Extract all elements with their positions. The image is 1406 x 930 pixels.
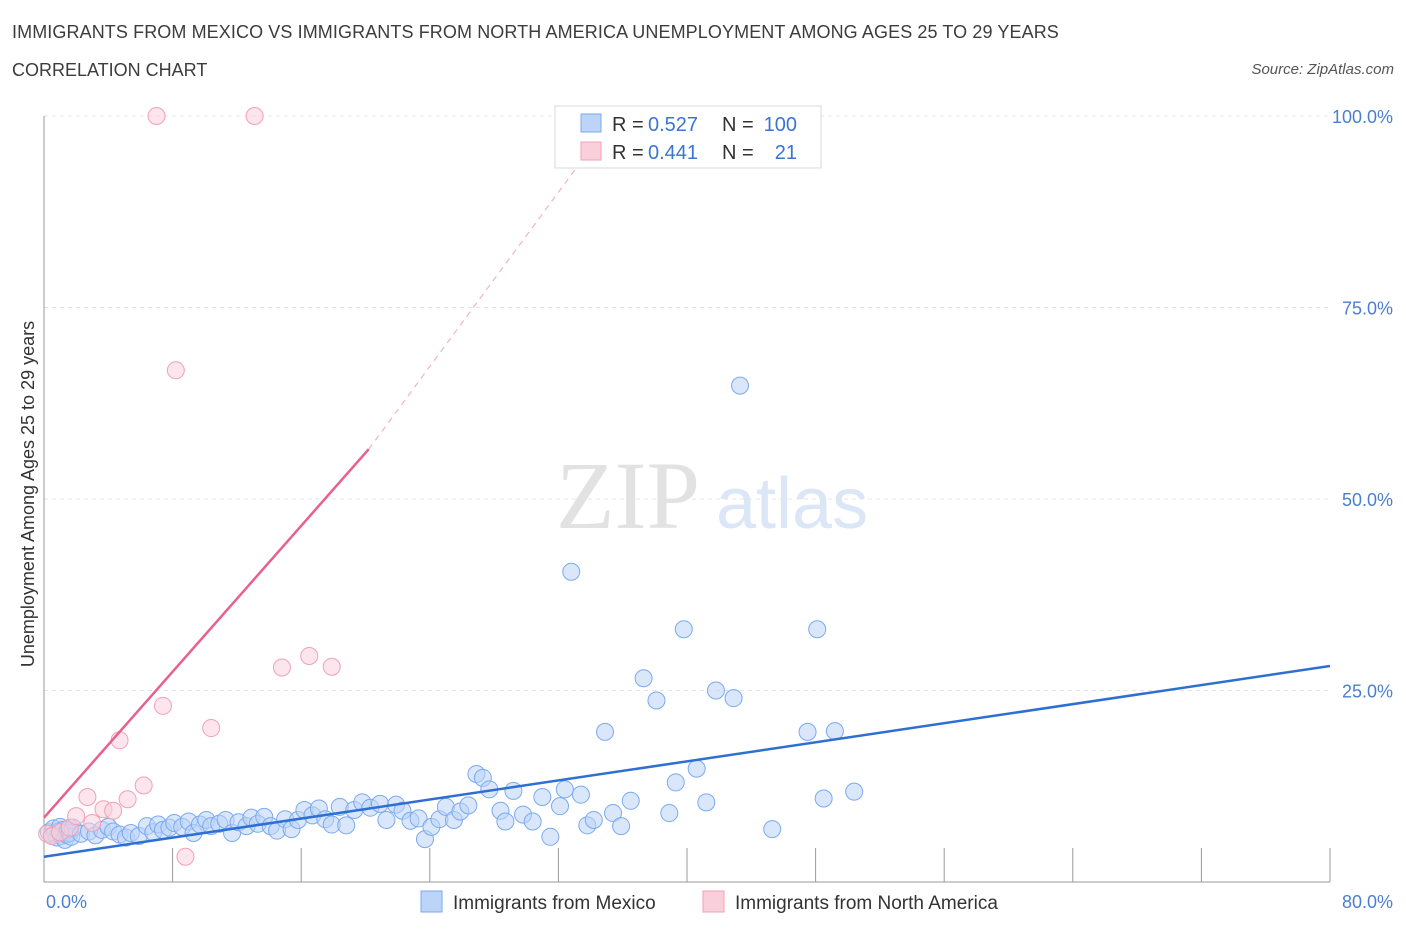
point-mexico-77 <box>496 812 515 831</box>
point-north-america-13 <box>166 361 185 380</box>
series-legend-swatch-mexico <box>420 890 443 913</box>
grid-lines <box>44 115 1330 691</box>
point-mexico-95 <box>660 804 679 823</box>
point-mexico-89 <box>596 722 615 741</box>
chart-subtitle: CORRELATION CHART <box>12 60 208 80</box>
point-north-america-15 <box>147 107 166 125</box>
point-mexico-84 <box>555 780 574 799</box>
legend-r-value-north-america: 0.441 <box>648 142 698 164</box>
point-mexico-107 <box>825 722 844 741</box>
series-legend: Immigrants from Mexico Immigrants from N… <box>420 890 998 914</box>
point-north-america-5 <box>78 787 97 806</box>
trend-lines <box>43 115 1331 858</box>
point-mexico-101 <box>724 689 743 708</box>
x-ticks <box>43 848 1331 882</box>
point-mexico-78 <box>504 781 523 800</box>
y-tick-label-75: 75.0% <box>1342 299 1393 319</box>
y-tick-label-25: 25.0% <box>1342 682 1393 702</box>
point-mexico-99 <box>697 793 716 812</box>
chart-title: IMMIGRANTS FROM MEXICO VS IMMIGRANTS FRO… <box>12 22 1059 42</box>
point-mexico-92 <box>621 791 640 810</box>
point-mexico-106 <box>814 789 833 808</box>
point-mexico-108 <box>845 782 864 801</box>
point-north-america-10 <box>118 790 137 809</box>
point-mexico-102 <box>731 376 750 395</box>
point-mexico-85 <box>562 562 581 581</box>
legend-swatch-north-america <box>580 141 602 161</box>
series-legend-label-mexico: Immigrants from Mexico <box>453 893 656 914</box>
point-mexico-105 <box>808 620 827 639</box>
series-north-america-points <box>38 107 341 866</box>
legend-swatch-mexico <box>580 113 602 133</box>
trendline-north-america-extension <box>368 115 616 450</box>
point-north-america-18 <box>272 658 291 677</box>
point-mexico-60 <box>370 794 389 813</box>
x-tick-label-min: 0.0% <box>46 892 87 912</box>
point-mexico-56 <box>337 816 356 835</box>
x-tick-label-max: 80.0% <box>1342 892 1393 912</box>
y-tick-label-100: 100.0% <box>1332 107 1393 127</box>
point-north-america-14 <box>176 847 195 866</box>
point-mexico-86 <box>571 785 590 804</box>
point-north-america-4 <box>67 807 86 826</box>
y-tick-labels: 25.0% 50.0% 75.0% 100.0% <box>1332 107 1393 702</box>
y-tick-label-50: 50.0% <box>1342 490 1393 510</box>
legend-n-value-north-america: 21 <box>775 142 797 164</box>
point-mexico-80 <box>523 812 542 831</box>
legend-r-value-mexico: 0.527 <box>648 114 698 136</box>
legend-n-value-mexico: 100 <box>764 114 797 136</box>
point-mexico-91 <box>612 817 631 836</box>
point-north-america-17 <box>202 719 221 738</box>
point-mexico-83 <box>551 797 570 816</box>
point-mexico-93 <box>634 669 653 688</box>
series-legend-swatch-north-america <box>702 890 725 913</box>
point-mexico-98 <box>687 759 706 778</box>
point-north-america-12 <box>153 696 172 715</box>
legend-n-label-north-america: N = <box>722 142 754 164</box>
point-mexico-96 <box>666 773 685 792</box>
legend-r-label-north-america: R = <box>612 142 644 164</box>
point-north-america-6 <box>83 814 102 833</box>
point-mexico-61 <box>377 810 396 829</box>
series-legend-label-north-america: Immigrants from North America <box>735 893 998 914</box>
point-mexico-90 <box>604 804 623 823</box>
watermark-atlas: atlas <box>716 464 868 544</box>
point-mexico-65 <box>409 809 428 828</box>
stats-legend: R = 0.527 N = 100 R = 0.441 N = 21 <box>554 105 822 169</box>
point-mexico-100 <box>706 681 725 700</box>
trendline-north-america <box>43 448 370 819</box>
point-mexico-104 <box>798 722 817 741</box>
point-north-america-19 <box>300 647 319 666</box>
series-mexico-points <box>39 376 864 849</box>
legend-r-label-mexico: R = <box>612 114 644 136</box>
point-mexico-94 <box>647 691 666 710</box>
point-mexico-88 <box>584 810 603 829</box>
y-axis-label: Unemployment Among Ages 25 to 29 years <box>18 321 38 667</box>
source-credit: Source: ZipAtlas.com <box>1251 61 1394 78</box>
point-north-america-16 <box>245 107 264 125</box>
point-north-america-8 <box>104 801 123 820</box>
trendline-mexico <box>43 664 1331 858</box>
point-mexico-72 <box>459 796 478 815</box>
point-mexico-82 <box>541 827 560 846</box>
point-north-america-20 <box>322 657 341 676</box>
point-mexico-103 <box>763 820 782 839</box>
legend-n-label-mexico: N = <box>722 114 754 136</box>
watermark-zip: ZIP <box>556 442 700 549</box>
point-north-america-11 <box>134 776 153 795</box>
point-mexico-97 <box>674 620 693 639</box>
point-mexico-81 <box>533 787 552 806</box>
